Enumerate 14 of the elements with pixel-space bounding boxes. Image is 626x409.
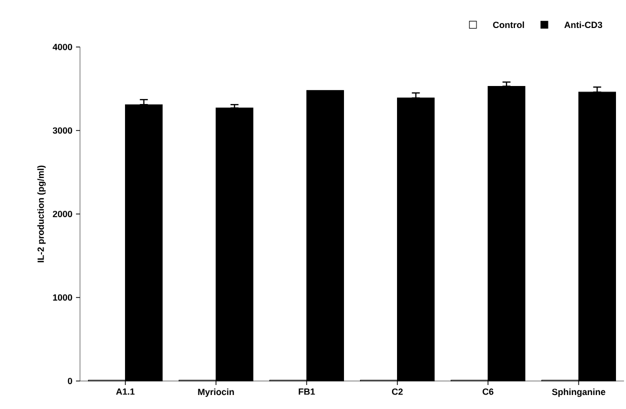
y-tick-label: 1000 [53, 294, 72, 301]
x-tick-label: Sphinganine [552, 388, 606, 397]
y-tick-label: 4000 [52, 44, 72, 50]
y-axis-title: IL-2 production (pg/ml) [37, 166, 46, 262]
x-tick-label: C2 [392, 388, 403, 395]
x-tick-label: FB1 [298, 388, 315, 395]
x-tick-label: Myriocin [198, 388, 234, 397]
x-tick-label: C6 [482, 388, 494, 395]
x-tick-label: A1.1 [116, 388, 135, 395]
legend-label: Control [493, 21, 524, 28]
y-tick-label: 3000 [52, 127, 72, 134]
y-tick-label: 2000 [52, 210, 72, 218]
legend-label: Anti-CD3 [564, 21, 602, 28]
y-tick-label: 0 [68, 378, 72, 384]
